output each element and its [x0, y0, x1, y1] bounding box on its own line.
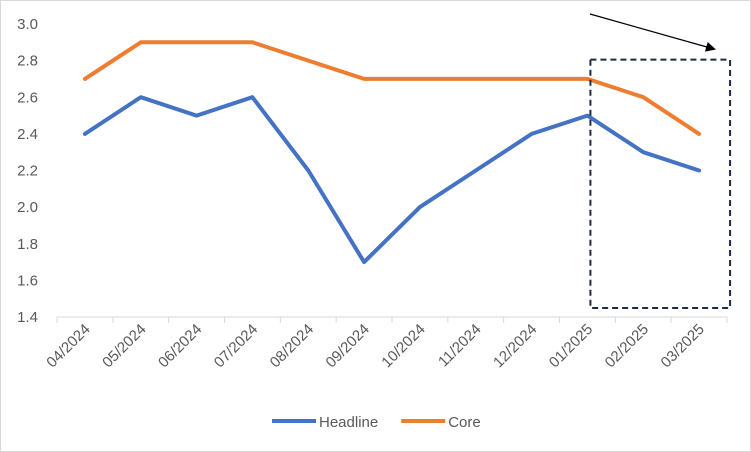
- x-tick-label: 06/2024: [155, 321, 205, 371]
- x-tick-label: 02/2025: [602, 321, 652, 371]
- annotation-layer: [589, 13, 732, 309]
- annotation-arrow: [589, 13, 716, 52]
- highlight-dashed-box: [589, 58, 732, 309]
- x-axis: [56, 316, 728, 323]
- x-tick-label: 11/2024: [435, 321, 485, 371]
- series-line-headline: [82, 95, 702, 265]
- legend-label-core: Core: [448, 414, 481, 431]
- x-tick-label: 08/2024: [267, 321, 317, 371]
- x-axis-ticks: 04/2024 05/2024 06/2024 07/2024 08/2024 09/20…: [43, 321, 708, 371]
- y-tick-label: 2.8: [17, 53, 38, 70]
- y-tick-label: 2.4: [17, 126, 38, 143]
- y-tick-label: 1.8: [17, 236, 38, 253]
- x-tick-label: 01/2025: [546, 321, 596, 371]
- y-tick-label: 1.4: [17, 309, 38, 326]
- y-tick-label: 2.6: [17, 89, 38, 106]
- y-tick-label: 3.0: [17, 16, 38, 33]
- y-tick-label: 2.2: [17, 163, 38, 180]
- legend-label-headline: Headline: [319, 414, 378, 431]
- x-tick-label: 07/2024: [211, 321, 261, 371]
- y-axis-ticks: 1.4 1.6 1.8 2.0 2.2 2.4 2.6 2.8 3.0: [17, 16, 38, 326]
- series-layer: [82, 40, 702, 265]
- x-tick-label: 04/2024: [43, 321, 93, 371]
- x-tick-label: 09/2024: [323, 321, 373, 371]
- y-tick-label: 2.0: [17, 199, 38, 216]
- y-tick-label: 1.6: [17, 272, 38, 289]
- legend: Headline Core: [272, 414, 481, 431]
- x-tick-label: 10/2024: [378, 321, 428, 371]
- series-line-core: [82, 40, 702, 136]
- x-tick-label: 12/2024: [490, 321, 540, 371]
- x-tick-label: 03/2025: [658, 321, 708, 371]
- x-tick-label: 05/2024: [99, 321, 149, 371]
